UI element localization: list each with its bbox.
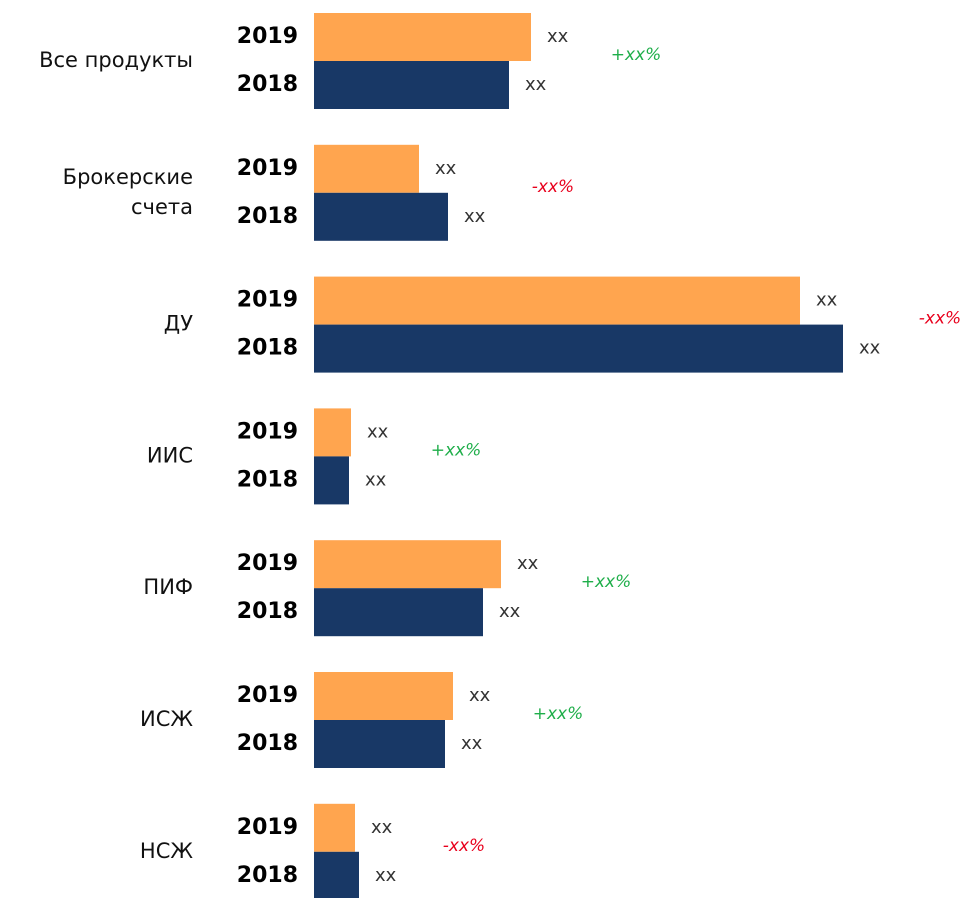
change-label: +xx% — [581, 572, 632, 592]
value-label: xx — [365, 469, 387, 490]
value-label: xx — [499, 601, 521, 622]
category-label: НСЖ — [140, 839, 193, 863]
category-label: ИСЖ — [140, 707, 193, 731]
value-label: xx — [435, 158, 457, 179]
value-label: xx — [371, 817, 393, 838]
value-label: xx — [859, 338, 881, 359]
series-label: 2019 — [237, 156, 298, 181]
series-label: 2018 — [237, 72, 298, 97]
bar — [314, 192, 448, 241]
bar — [314, 61, 509, 109]
series-label: 2018 — [237, 863, 298, 888]
value-label: xx — [517, 553, 539, 574]
bar — [314, 540, 501, 589]
series-label: 2019 — [237, 419, 298, 444]
series-label: 2019 — [237, 24, 298, 49]
change-label: +xx% — [611, 45, 662, 65]
series-label: 2018 — [237, 731, 298, 756]
category-label: ИИС — [147, 443, 193, 467]
change-label: -xx% — [532, 177, 574, 197]
bar — [314, 720, 445, 768]
value-label: xx — [461, 733, 483, 754]
bar — [314, 324, 843, 373]
series-label: 2018 — [237, 336, 298, 361]
series-label: 2019 — [237, 683, 298, 708]
bar — [314, 456, 349, 505]
value-label: xx — [816, 290, 838, 311]
value-label: xx — [367, 421, 389, 442]
bar — [314, 851, 359, 898]
bar — [314, 408, 351, 457]
series-label: 2019 — [237, 815, 298, 840]
change-label: -xx% — [919, 309, 961, 329]
change-label: -xx% — [443, 836, 485, 856]
category-label: ДУ — [164, 312, 193, 336]
value-label: xx — [547, 26, 569, 47]
series-label: 2018 — [237, 599, 298, 624]
value-label: xx — [469, 685, 491, 706]
value-label: xx — [464, 206, 486, 227]
bar — [314, 588, 483, 637]
series-label: 2018 — [237, 467, 298, 492]
series-label: 2018 — [237, 204, 298, 229]
bar — [314, 144, 419, 193]
category-label: ПИФ — [143, 575, 193, 599]
value-label: xx — [375, 865, 397, 886]
category-label: Все продукты — [39, 48, 193, 72]
bar — [314, 13, 531, 61]
bar — [314, 803, 355, 852]
series-label: 2019 — [237, 551, 298, 576]
value-label: xx — [525, 74, 547, 95]
change-label: +xx% — [533, 704, 584, 724]
change-label: +xx% — [431, 440, 482, 460]
series-label: 2019 — [237, 288, 298, 313]
bar — [314, 276, 800, 325]
category-label: Брокерские счета — [63, 165, 193, 219]
bar — [314, 672, 453, 720]
